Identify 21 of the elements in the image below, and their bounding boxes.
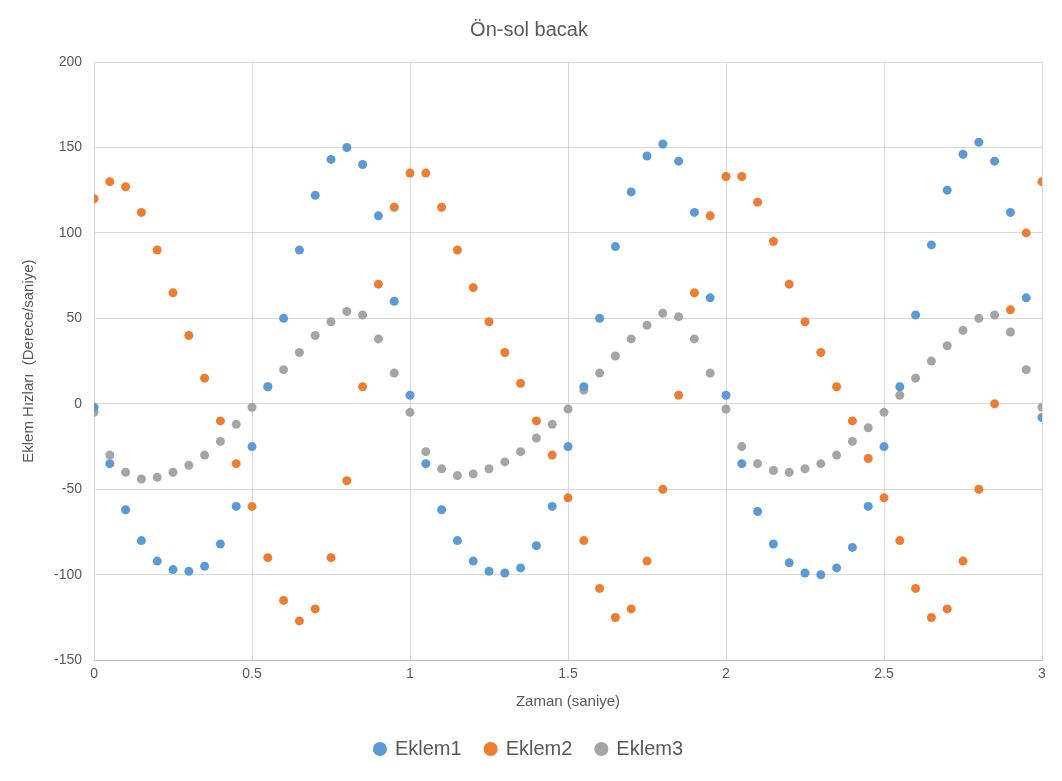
chart-title: Ön-sol bacak xyxy=(470,17,589,40)
legend-label: Eklem2 xyxy=(505,736,573,759)
x-tick-label: 2 xyxy=(722,665,731,682)
y-tick-label: 200 xyxy=(58,52,83,69)
legend-label: Eklem3 xyxy=(616,736,684,759)
x-axis-title: Zaman (saniye) xyxy=(515,692,621,710)
x-tick-label: 1.5 xyxy=(558,665,578,682)
y-tick-label: -150 xyxy=(53,651,83,668)
x-tick-label: 0 xyxy=(90,665,99,682)
y-tick-label: 0 xyxy=(74,394,83,411)
y-tick-label: -100 xyxy=(53,565,83,582)
x-tick-label: 0.5 xyxy=(242,665,262,682)
x-tick-label: 2.5 xyxy=(874,665,894,682)
x-tick-label: 3 xyxy=(1038,665,1047,682)
x-tick-label: 1 xyxy=(406,665,415,682)
y-tick-label: -50 xyxy=(61,480,83,497)
legend-label: Eklem1 xyxy=(394,736,462,759)
y-tick-label: 50 xyxy=(66,309,83,326)
y-tick-label: 100 xyxy=(58,223,83,240)
y-tick-label: 150 xyxy=(58,138,83,155)
y-axis-title: Eklem Hızları (Derece/saniye) xyxy=(19,259,37,463)
